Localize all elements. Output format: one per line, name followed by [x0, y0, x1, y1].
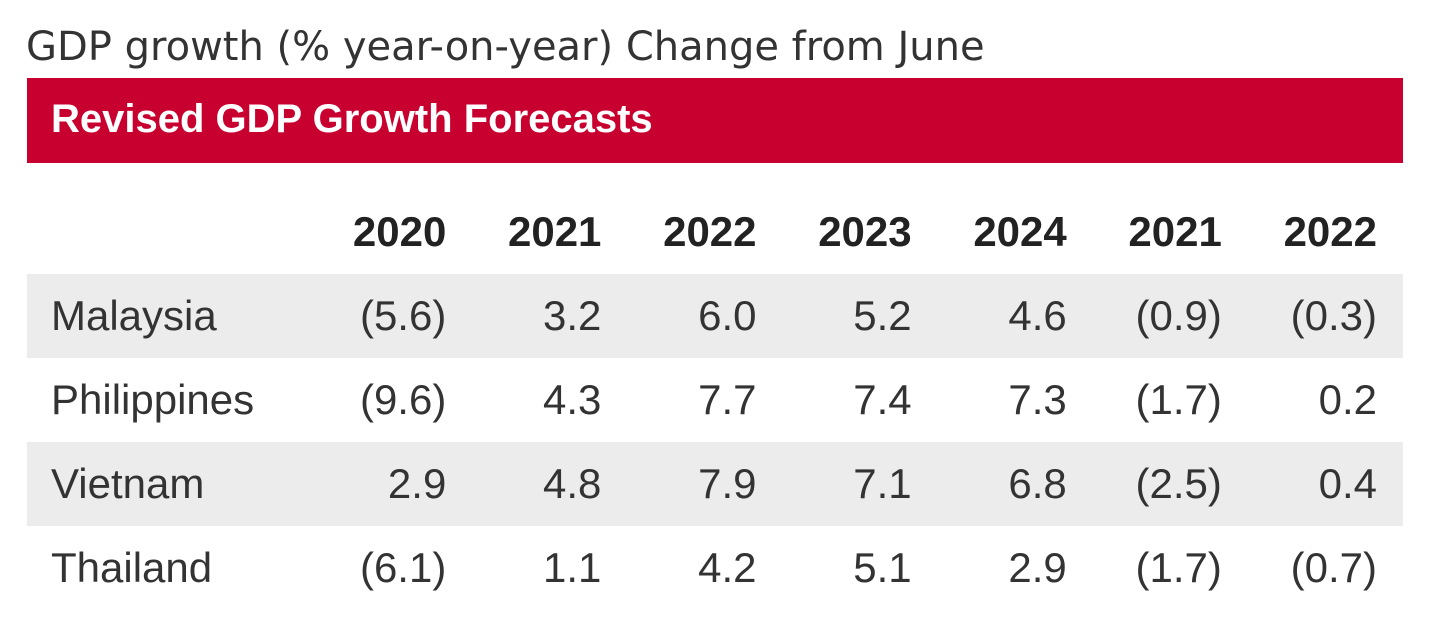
- value-cell: 5.1: [853, 544, 912, 591]
- value-cell: 7.7: [698, 376, 757, 423]
- title-banner: Revised GDP Growth Forecasts: [27, 78, 1403, 163]
- table-row: Vietnam 2.9 4.8 7.9 7.1 6.8 (2.5) 0.4: [27, 442, 1403, 526]
- value-cell: (0.7): [1290, 544, 1377, 591]
- table-caption: GDP growth (% year-on-year) Change from …: [26, 24, 985, 70]
- value-cell: (1.7): [1135, 376, 1222, 423]
- banner-title: Revised GDP Growth Forecasts: [51, 97, 653, 141]
- header-cell-change-2022: 2022: [1283, 208, 1377, 255]
- table-row: Malaysia (5.6) 3.2 6.0 5.2 4.6 (0.9) (0.…: [27, 274, 1403, 358]
- table-row: Philippines (9.6) 4.3 7.7 7.4 7.3 (1.7) …: [27, 358, 1403, 442]
- value-cell: (0.3): [1247, 274, 1403, 358]
- header-cell-change-2021: 2021: [1128, 208, 1222, 255]
- value-cell: (0.9): [1092, 274, 1248, 358]
- value-cell: 6.0: [627, 274, 783, 358]
- value-cell: 7.3: [1008, 376, 1067, 423]
- header-cell-2022: 2022: [663, 208, 757, 255]
- value-cell: 0.2: [1318, 376, 1377, 423]
- country-cell: Vietnam: [27, 442, 318, 526]
- country-cell: Malaysia: [27, 274, 318, 358]
- value-cell: 4.3: [543, 376, 602, 423]
- value-cell: (1.7): [1135, 544, 1222, 591]
- value-cell: 4.2: [698, 544, 757, 591]
- value-cell: 3.2: [472, 274, 628, 358]
- value-cell: 5.2: [782, 274, 938, 358]
- value-cell: 2.9: [317, 442, 473, 526]
- value-cell: (2.5): [1092, 442, 1248, 526]
- value-cell: (9.6): [359, 376, 447, 423]
- header-row: 2020 2021 2022 2023 2024 2021 2022: [27, 190, 1403, 274]
- value-cell: 4.8: [472, 442, 628, 526]
- header-cell-2021: 2021: [507, 208, 602, 255]
- header-cell-country: [27, 190, 317, 274]
- value-cell: (6.1): [359, 544, 447, 591]
- country-cell: Thailand: [51, 544, 213, 591]
- value-cell: 7.9: [627, 442, 783, 526]
- header-cell-2020: 2020: [352, 208, 447, 255]
- table-row: Thailand (6.1) 1.1 4.2 5.1 2.9 (1.7) (0.…: [27, 526, 1403, 610]
- value-cell: 1.1: [543, 544, 602, 591]
- value-cell: 6.8: [937, 442, 1093, 526]
- value-cell: 7.4: [853, 376, 912, 423]
- header-cell-2023: 2023: [818, 208, 912, 255]
- value-cell: 7.1: [782, 442, 938, 526]
- value-cell: 0.4: [1247, 442, 1403, 526]
- value-cell: 4.6: [937, 274, 1093, 358]
- country-cell: Philippines: [51, 376, 255, 423]
- value-cell: (5.6): [317, 274, 473, 358]
- value-cell: 2.9: [1008, 544, 1067, 591]
- forecast-table: 2020 2021 2022 2023 2024 2021 2022 Malay…: [27, 190, 1403, 610]
- header-cell-2024: 2024: [973, 208, 1067, 255]
